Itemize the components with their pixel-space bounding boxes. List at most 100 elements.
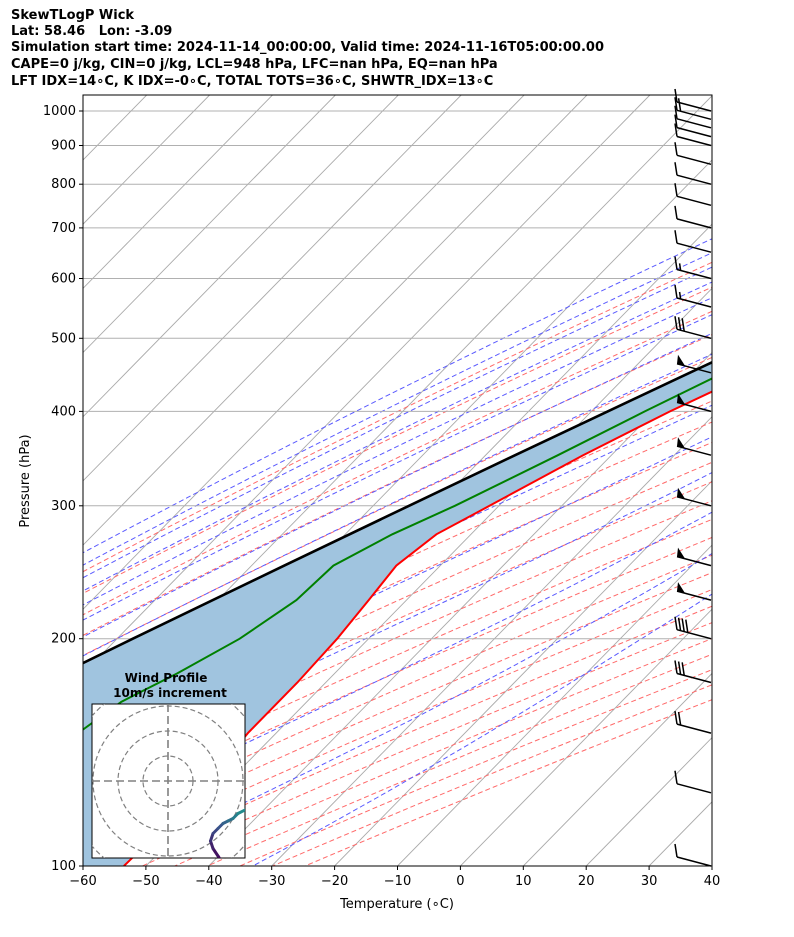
y-tick-label: 700 [51,221,76,236]
hodograph-segment [248,806,253,809]
y-tick-label: 600 [51,272,76,287]
dry-adiabat [304,699,712,866]
isotherm-line [585,736,712,866]
y-tick-label: 900 [51,139,76,154]
cape-line: CAPE=0 j/kg, CIN=0 j/kg, LCL=948 hPa, LF… [11,57,498,72]
x-axis-ticks: −60 −50 −40 −30 −20 −10 0 10 20 30 40 [69,866,720,889]
y-tick-label: 100 [51,859,76,874]
y-tick-label: 400 [51,404,76,419]
isotherm-line [522,672,712,866]
moist-adiabat [252,593,712,866]
wind-barb [676,437,712,456]
mixing-ratio-line [716,95,794,338]
wind-barb [674,114,712,138]
wind-barb [674,205,712,229]
isotherm-line [397,544,712,866]
isotherm-line [208,351,712,866]
moist-adiabat [83,266,712,579]
hodograph-segment [216,854,222,858]
indices-line: LFT IDX=14∘C, K IDX=-0∘C, TOTAL TOTS=36∘… [11,74,494,89]
wind-barb [674,770,712,794]
x-tick-label: −40 [195,874,222,889]
wind-barb [674,105,712,129]
wind-barb [674,123,712,147]
y-tick-label: 500 [51,331,76,346]
moist-adiabat [83,404,712,705]
moist-adiabat [83,332,712,638]
moist-adiabat [83,436,712,736]
dry-adiabat [83,441,712,732]
isotherm-line [83,95,336,354]
x-tick-label: 0 [456,874,464,889]
x-tick-label: −60 [69,874,96,889]
mixing-ratio-line [759,95,794,338]
x-tick-label: 10 [515,874,532,889]
inset-subtitle: 10m/s increment [113,686,227,700]
wind-barb [674,316,712,340]
dry-adiabat [83,572,712,849]
dry-adiabat [109,605,712,866]
temperature-profile-line [123,390,712,866]
x-tick-label: −30 [258,874,285,889]
hodograph-segment [323,859,333,864]
x-tick-label: −20 [321,874,348,889]
dry-adiabat [83,588,712,864]
isotherm-line [334,480,712,866]
x-tick-label: −10 [384,874,411,889]
wind-barb [674,142,712,166]
time-line: Simulation start time: 2024-11-14_00:00:… [11,40,604,55]
inset-rings [92,704,245,858]
wind-barb [674,256,712,280]
hodograph-segment [211,847,220,858]
wind-barbs [674,88,712,867]
x-tick-label: 30 [641,874,658,889]
x-tick-label: 40 [704,874,721,889]
isotherm-line [83,95,399,418]
wind-barb [676,354,712,374]
wind-barb [674,284,712,308]
isotherm-line [711,865,712,866]
isotherm-line [83,95,273,290]
y-tick-label: 1000 [43,104,76,119]
wind-barb [674,97,712,121]
wind-barb [676,393,712,413]
isotherm-line [460,608,712,866]
wind-barb [674,230,712,253]
wind-profile-inset: Wind Profile 10m/s increment [91,671,333,864]
x-tick-label: −50 [132,874,159,889]
y-tick-label: 200 [51,632,76,647]
x-tick-label: 20 [578,874,595,889]
chart-title: SkewTLogP Wick [11,8,135,23]
isotherm-line [83,95,651,675]
pressure-gridlines [83,110,712,867]
dewpoint-profile-line [83,377,712,731]
x-axis-label: Temperature (∘C) [339,897,454,912]
isotherm-line [83,95,525,546]
y-axis-label: Pressure (hPa) [18,434,33,527]
wind-barb [674,162,712,185]
moist-adiabat [83,511,712,822]
wind-barb [674,660,712,684]
hodograph-segment [278,806,288,816]
wind-barb [674,710,712,734]
wind-barb [674,616,712,640]
isotherm-line [648,801,712,866]
location-line: Lat: 58.46 Lon: -3.09 [11,24,173,39]
wind-barb [676,582,712,601]
parcel-profile-line [83,360,712,665]
y-tick-label: 800 [51,177,76,192]
y-axis-ticks: 100 200 300 400 500 600 700 800 900 1000 [43,104,83,874]
inset-title: Wind Profile [125,671,208,685]
dry-adiabat [207,653,712,866]
wind-barb [676,487,712,507]
wind-barb [674,183,712,207]
wind-barb [676,547,712,567]
isotherm-line [83,95,588,610]
dry-adiabat [174,638,712,866]
hodograph-trace [209,806,333,864]
moist-adiabat [83,252,712,566]
dry-adiabat [83,421,712,714]
mixing-ratio-lines [716,95,794,338]
dry-adiabat [83,356,712,657]
